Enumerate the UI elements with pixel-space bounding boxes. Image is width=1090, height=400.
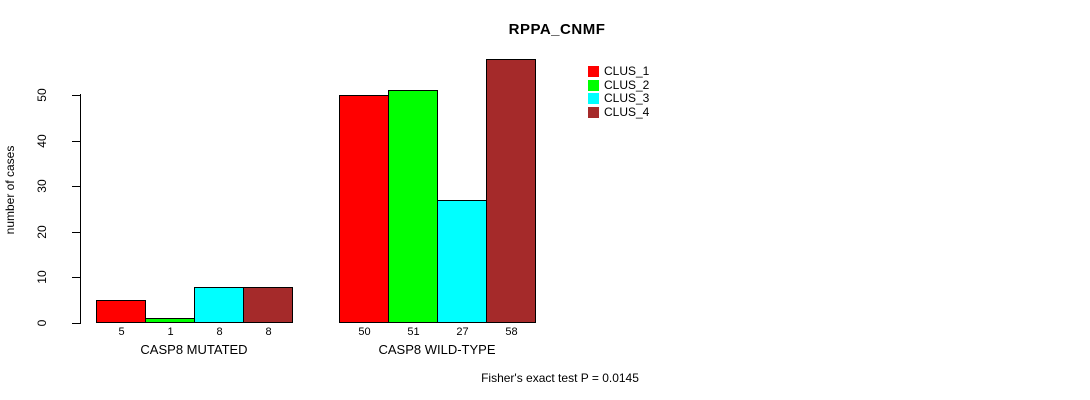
bar-clus_2-wild-type xyxy=(388,90,438,323)
bar-value-label: 5 xyxy=(118,326,125,338)
y-tick-label: 50 xyxy=(35,88,49,102)
legend-swatch-icon xyxy=(588,80,599,91)
bar-clus_2-mutated xyxy=(145,318,195,323)
bar-value-label: 51 xyxy=(407,326,420,338)
bar-value-label: 8 xyxy=(216,326,223,338)
bar-clus_4-wild-type xyxy=(486,59,536,323)
y-axis-label: number of cases xyxy=(3,145,17,235)
legend-label: CLUS_2 xyxy=(604,78,650,92)
fisher-test-note: Fisher's exact test P = 0.0145 xyxy=(481,371,639,385)
bar-value-label: 27 xyxy=(456,326,469,338)
y-tick-label: 40 xyxy=(35,134,49,148)
legend-label: CLUS_1 xyxy=(604,64,650,78)
bar-value-label: 50 xyxy=(358,326,371,338)
legend-swatch-icon xyxy=(588,66,599,77)
legend-label: CLUS_3 xyxy=(604,91,650,105)
y-tick xyxy=(72,95,80,96)
y-tick xyxy=(72,232,80,233)
legend-swatch-icon xyxy=(588,107,599,118)
y-tick xyxy=(72,141,80,142)
y-tick-label: 20 xyxy=(35,225,49,239)
legend-swatch-icon xyxy=(588,93,599,104)
bar-clus_3-wild-type xyxy=(437,200,487,323)
bar-value-label: 1 xyxy=(167,326,174,338)
bar-value-label: 8 xyxy=(265,326,272,338)
bar-clus_1-wild-type xyxy=(339,95,389,323)
y-tick xyxy=(72,323,80,324)
y-axis-line xyxy=(80,94,81,324)
group-label: CASP8 MUTATED xyxy=(140,342,248,357)
bar-clus_4-mutated xyxy=(243,287,293,323)
bar-clus_1-mutated xyxy=(96,300,146,323)
legend-label: CLUS_4 xyxy=(604,105,650,119)
y-tick xyxy=(72,277,80,278)
y-tick-label: 0 xyxy=(35,319,49,327)
bar-clus_3-mutated xyxy=(194,287,244,323)
y-tick xyxy=(72,186,80,187)
bar-value-label: 58 xyxy=(505,326,518,338)
y-tick-label: 10 xyxy=(35,270,49,284)
group-label: CASP8 WILD-TYPE xyxy=(378,342,496,357)
y-tick-label: 30 xyxy=(35,179,49,193)
chart-title: RPPA_CNMF xyxy=(508,21,606,38)
